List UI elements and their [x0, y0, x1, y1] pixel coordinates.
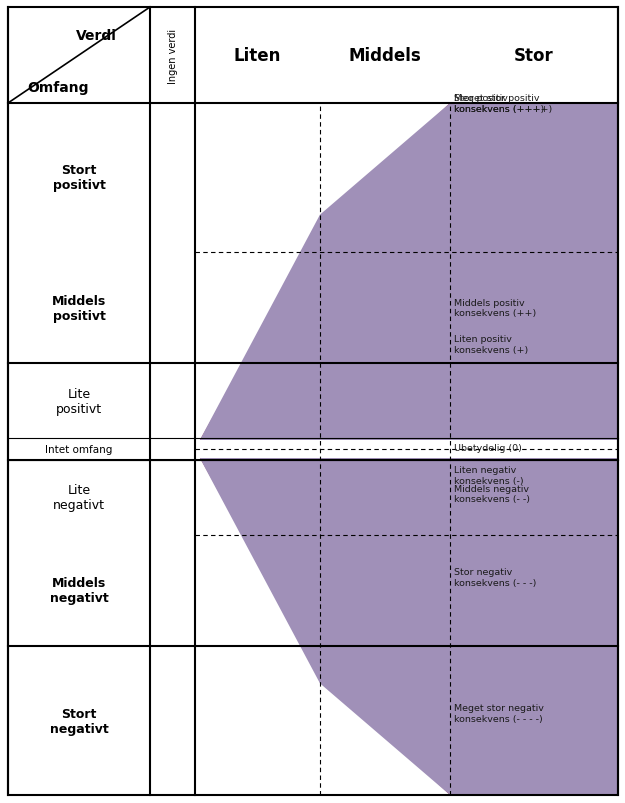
Text: Middels
positivt: Middels positivt [52, 294, 106, 322]
Polygon shape [195, 104, 618, 450]
Text: Middels
negativt: Middels negativt [49, 577, 108, 605]
Text: Liten negativ
konsekvens (-): Liten negativ konsekvens (-) [454, 466, 524, 485]
Text: Lite
positivt: Lite positivt [56, 387, 102, 415]
Polygon shape [195, 234, 618, 450]
Polygon shape [195, 450, 618, 795]
Text: Stor positiv
konsekvens (+++): Stor positiv konsekvens (+++) [454, 94, 544, 113]
Text: Lite
negativt: Lite negativt [53, 483, 105, 512]
Text: Meget stor positiv
konsekvens (++++): Meget stor positiv konsekvens (++++) [454, 94, 552, 113]
Text: Middels: Middels [349, 47, 421, 65]
Text: Omfang: Omfang [27, 81, 89, 95]
Polygon shape [195, 450, 618, 596]
Text: Stort
positivt: Stort positivt [52, 164, 106, 192]
Text: Liten positiv
konsekvens (+): Liten positiv konsekvens (+) [454, 335, 528, 354]
Text: Liten: Liten [234, 47, 281, 65]
Text: Stort
negativt: Stort negativt [49, 707, 108, 735]
Polygon shape [195, 450, 618, 795]
Text: Stor negativ
konsekvens (- - -): Stor negativ konsekvens (- - -) [454, 568, 536, 587]
Polygon shape [195, 450, 618, 664]
Polygon shape [195, 303, 618, 450]
Bar [195, 440, 618, 459]
Text: Ubetydelig (0): Ubetydelig (0) [454, 444, 522, 453]
Text: Middels positiv
konsekvens (++): Middels positiv konsekvens (++) [454, 299, 536, 318]
Text: Meget stor negativ
konsekvens (- - - -): Meget stor negativ konsekvens (- - - -) [454, 703, 544, 723]
Text: Middels negativ
konsekvens (- -): Middels negativ konsekvens (- -) [454, 484, 530, 503]
Text: Stor: Stor [514, 47, 554, 65]
Text: Ingen verdi: Ingen verdi [168, 28, 177, 84]
Text: Verdi: Verdi [76, 29, 116, 43]
Polygon shape [195, 104, 618, 450]
Text: Intet omfang: Intet omfang [46, 444, 112, 454]
